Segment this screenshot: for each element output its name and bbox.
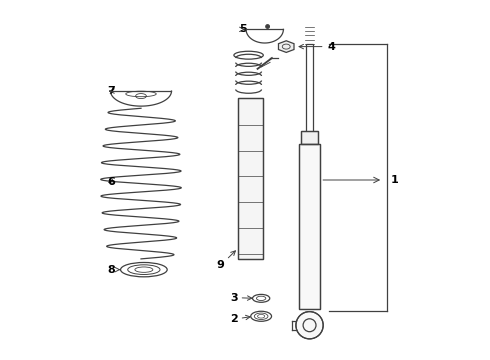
Bar [301,131,318,144]
Bar [238,98,263,259]
Text: 4: 4 [299,42,335,51]
Circle shape [266,25,270,28]
Text: 8: 8 [108,265,120,275]
Text: 3: 3 [230,293,252,303]
Text: 2: 2 [230,314,250,324]
Text: 1: 1 [390,175,398,185]
Bar [299,144,320,309]
Bar [301,131,318,144]
Bar [238,98,263,259]
Text: 9: 9 [217,251,235,270]
Circle shape [296,312,323,339]
Polygon shape [278,41,294,53]
Bar [299,144,320,309]
Text: 7: 7 [108,86,116,96]
Text: 6: 6 [108,177,116,187]
Text: 5: 5 [240,24,247,35]
Bar [306,44,313,139]
